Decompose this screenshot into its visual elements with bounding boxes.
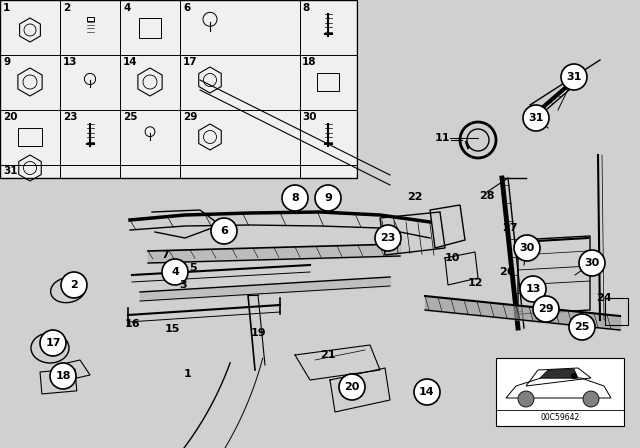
Circle shape	[414, 379, 440, 405]
Circle shape	[61, 272, 87, 298]
Text: 19: 19	[250, 328, 266, 338]
Text: 23: 23	[63, 112, 77, 122]
Text: 25: 25	[123, 112, 138, 122]
Text: 22: 22	[407, 192, 423, 202]
Circle shape	[211, 218, 237, 244]
Text: 6: 6	[220, 226, 228, 236]
Text: 30: 30	[302, 112, 317, 122]
Circle shape	[518, 391, 534, 407]
Text: 16: 16	[124, 319, 140, 329]
Circle shape	[533, 296, 559, 322]
Text: 8: 8	[291, 193, 299, 203]
Circle shape	[561, 64, 587, 90]
Text: 2: 2	[63, 3, 70, 13]
Text: 12: 12	[467, 278, 483, 288]
Text: 15: 15	[164, 324, 180, 334]
Circle shape	[282, 185, 308, 211]
Circle shape	[375, 225, 401, 251]
Text: 29: 29	[183, 112, 197, 122]
Circle shape	[162, 259, 188, 285]
Text: 6: 6	[183, 3, 190, 13]
Text: 17: 17	[45, 338, 61, 348]
Text: 30: 30	[584, 258, 600, 268]
Text: 13: 13	[63, 57, 77, 67]
Text: 3: 3	[179, 280, 187, 290]
Text: 11: 11	[435, 133, 450, 143]
Text: 20: 20	[3, 112, 17, 122]
Text: 14: 14	[419, 387, 435, 397]
Text: 23: 23	[380, 233, 396, 243]
Bar	[0, 0, 358, 178]
Text: 7: 7	[161, 250, 169, 260]
Circle shape	[339, 374, 365, 400]
Text: 31: 31	[566, 72, 582, 82]
Bar	[86, 17, 93, 21]
Circle shape	[50, 363, 76, 389]
Circle shape	[583, 391, 599, 407]
Text: 2: 2	[70, 280, 78, 290]
Circle shape	[520, 276, 546, 302]
Text: 31: 31	[528, 113, 544, 123]
Text: 24: 24	[596, 293, 612, 303]
Text: 14: 14	[123, 57, 138, 67]
Text: 18: 18	[302, 57, 317, 67]
Text: 4: 4	[171, 267, 179, 277]
Text: 27: 27	[502, 223, 518, 233]
Text: 5: 5	[189, 263, 197, 273]
Text: 10: 10	[444, 253, 460, 263]
Text: 26: 26	[499, 267, 515, 277]
Text: 25: 25	[574, 322, 589, 332]
Text: 9: 9	[3, 57, 10, 67]
Circle shape	[514, 235, 540, 261]
Circle shape	[315, 185, 341, 211]
Bar	[496, 358, 624, 426]
Bar	[40, 369, 77, 394]
Text: 30: 30	[520, 243, 534, 253]
Circle shape	[40, 330, 66, 356]
Text: 1: 1	[3, 3, 10, 13]
Text: 13: 13	[525, 284, 541, 294]
Text: 31: 31	[3, 166, 17, 176]
Text: 4: 4	[123, 3, 131, 13]
Text: 20: 20	[344, 382, 360, 392]
Text: 1: 1	[184, 369, 192, 379]
Circle shape	[569, 314, 595, 340]
Text: 21: 21	[320, 350, 336, 360]
Text: 00C59642: 00C59642	[540, 414, 580, 422]
Text: 9: 9	[324, 193, 332, 203]
Circle shape	[579, 250, 605, 276]
Text: 8: 8	[302, 3, 309, 13]
Circle shape	[571, 373, 577, 379]
Text: 29: 29	[538, 304, 554, 314]
Text: 17: 17	[183, 57, 198, 67]
Text: 18: 18	[55, 371, 71, 381]
Polygon shape	[540, 369, 578, 378]
Text: 28: 28	[479, 191, 495, 201]
Circle shape	[523, 105, 549, 131]
